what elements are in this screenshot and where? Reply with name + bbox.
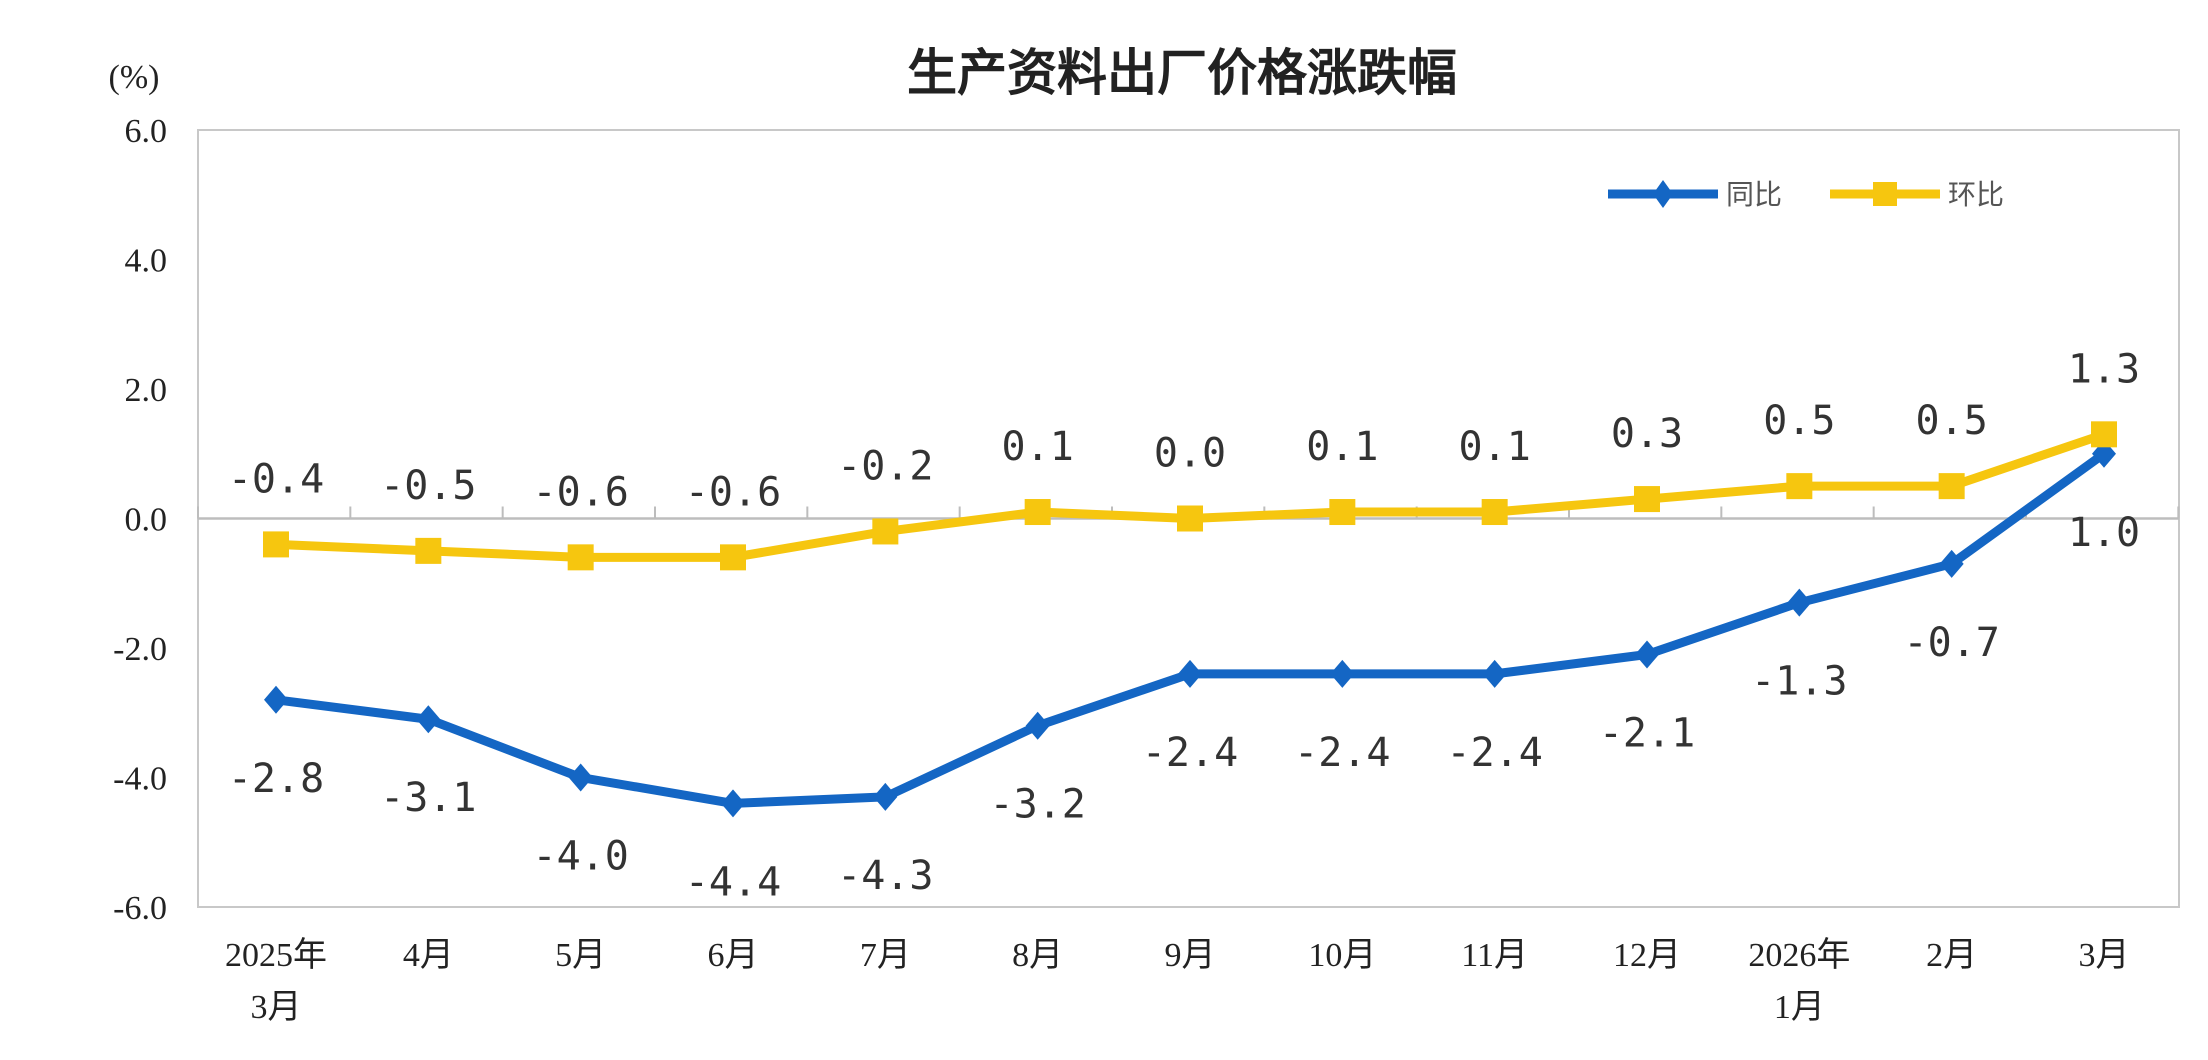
x-tick-label: 9月 <box>1165 937 1216 974</box>
data-label: -2.8 <box>228 756 324 802</box>
data-label: -0.7 <box>1904 620 2000 666</box>
data-label: 0.3 <box>1611 411 1683 457</box>
data-point <box>1786 473 1813 500</box>
x-tick-label: 10月 <box>1308 937 1376 974</box>
data-point <box>872 518 899 545</box>
x-tick-label: 8月 <box>1012 937 1063 974</box>
legend-label: 环比 <box>1948 178 2004 211</box>
x-tick-label: 7月 <box>860 937 911 974</box>
data-label: 0.0 <box>1154 431 1226 477</box>
data-point <box>1938 473 1965 500</box>
y-tick-label: -4.0 <box>113 761 167 798</box>
x-tick-label: 12月 <box>1613 937 1681 974</box>
x-tick-label: 3月 <box>251 989 302 1026</box>
data-label: 0.5 <box>1916 398 1988 444</box>
y-tick-label: -6.0 <box>113 890 167 927</box>
data-point <box>416 705 441 734</box>
y-tick-label: 0.0 <box>125 502 168 539</box>
data-point <box>263 531 289 558</box>
data-point <box>1177 505 1203 532</box>
data-point <box>567 544 594 571</box>
x-tick-label: 5月 <box>555 937 606 974</box>
x-tick-label: 4月 <box>403 937 454 974</box>
y-tick-label: -2.0 <box>113 631 167 668</box>
data-label: -0.4 <box>228 456 324 502</box>
data-point <box>2091 421 2117 448</box>
data-point <box>1025 711 1050 740</box>
series-yoy: -2.8 -3.1 -4.0 -4.4 -4.3 -3.2 -2.4 -2.4 -2.4 -2.1… <box>228 439 2140 905</box>
data-point <box>1178 659 1202 688</box>
data-point <box>1330 659 1355 688</box>
x-tick-label: 11月 <box>1461 937 1528 974</box>
data-point <box>873 782 898 811</box>
chart-title: 生产资料出厂价格涨跌幅 <box>907 44 1457 102</box>
data-point <box>1482 659 1507 688</box>
x-tick-label: 6月 <box>708 937 759 974</box>
data-label: -4.3 <box>837 853 933 899</box>
data-label: -0.6 <box>533 469 629 515</box>
data-label: -0.6 <box>685 469 781 515</box>
legend-marker <box>1653 180 1673 208</box>
data-label: 1.3 <box>2068 346 2140 392</box>
x-tick-label: 2025年 <box>225 936 327 974</box>
data-label: 1.0 <box>2068 510 2140 556</box>
data-point <box>1634 486 1660 513</box>
data-label: 0.1 <box>1306 424 1378 470</box>
y-tick-label: 4.0 <box>125 243 168 280</box>
data-point <box>415 537 442 564</box>
data-point <box>1329 499 1356 526</box>
series-mom: -0.4 -0.5 -0.6 -0.6 -0.2 0.1 0.0 0.1 0.1 0.3 0.5 0.… <box>228 346 2140 571</box>
data-point <box>568 763 593 792</box>
data-label: -4.4 <box>685 859 781 905</box>
data-label: -2.4 <box>1294 730 1390 776</box>
x-tick-label: 1月 <box>1774 989 1825 1026</box>
x-tick-label: 2月 <box>1926 937 1977 974</box>
legend: 同比 环比 <box>1608 178 2004 211</box>
legend-label: 同比 <box>1726 178 1782 211</box>
data-label: -0.2 <box>837 443 933 489</box>
data-point <box>720 544 746 571</box>
data-label: -3.1 <box>380 775 476 821</box>
data-label: 0.5 <box>1763 398 1835 444</box>
data-point <box>1787 588 1812 617</box>
legend-marker <box>1873 182 1897 206</box>
data-label: 0.1 <box>1002 424 1074 470</box>
x-tick-label: 3月 <box>2079 937 2130 974</box>
data-label: -2.1 <box>1599 710 1695 756</box>
data-point <box>721 789 745 818</box>
y-axis-unit: (%) <box>109 59 160 96</box>
data-point <box>1481 499 1508 526</box>
data-point <box>264 685 288 714</box>
data-label: -2.4 <box>1142 730 1238 776</box>
x-tick-label: 2026年 <box>1748 936 1850 974</box>
data-label: -2.4 <box>1447 730 1543 776</box>
data-point <box>1939 549 1964 578</box>
data-label: -0.5 <box>380 463 476 509</box>
y-tick-label: 6.0 <box>125 113 168 150</box>
data-label: -1.3 <box>1751 659 1847 705</box>
data-label: -3.2 <box>990 782 1086 828</box>
data-point <box>1024 499 1051 526</box>
data-point <box>1635 640 1659 669</box>
data-label: -4.0 <box>533 834 629 880</box>
data-label: 0.1 <box>1459 424 1531 470</box>
y-tick-label: 2.0 <box>125 372 168 409</box>
